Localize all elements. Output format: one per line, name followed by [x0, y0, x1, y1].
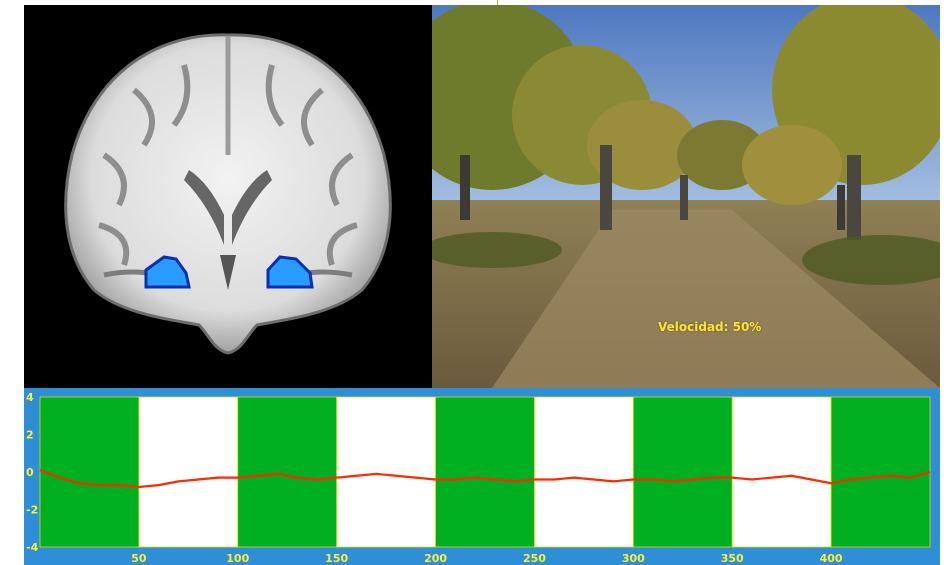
condition-block-active — [830, 396, 931, 548]
y-tick-label: 0 — [26, 466, 34, 479]
x-tick-label: 200 — [424, 552, 447, 565]
condition-block-rest — [534, 396, 634, 548]
activation-cluster-left — [144, 255, 191, 289]
activation-cluster-right — [266, 255, 314, 289]
y-tick-label: 2 — [26, 429, 34, 442]
x-tick-label: 300 — [622, 552, 645, 565]
condition-block-rest — [731, 396, 832, 548]
speed-label: Velocidad: 50% — [658, 320, 762, 334]
signal-timecourse-chart: 50 100 150 200 250 300 350 400 4 2 0 -2 -4 — [24, 388, 940, 565]
x-tick-label: 350 — [721, 552, 744, 565]
forest-scene-render — [432, 5, 940, 388]
condition-block-active — [632, 396, 733, 548]
signal-line — [39, 469, 931, 489]
timecourse-plot: 50 100 150 200 250 300 350 400 4 2 0 -2 -4 — [26, 391, 931, 565]
y-tick-label: -2 — [26, 504, 38, 517]
y-tick-label: 4 — [26, 391, 34, 404]
condition-block-active — [435, 396, 535, 548]
x-tick-label: 50 — [131, 552, 147, 565]
x-tick-label: 250 — [523, 552, 546, 565]
brain-mri-view — [24, 5, 432, 388]
brain-coronal-slice — [64, 33, 392, 355]
condition-block-rest — [336, 396, 436, 548]
condition-block-active — [237, 396, 338, 548]
x-tick-label: 150 — [325, 552, 348, 565]
x-tick-label: 400 — [820, 552, 843, 565]
vr-forest-scene: Velocidad: 50% — [432, 5, 940, 388]
condition-block-rest — [138, 396, 239, 548]
y-tick-label: -4 — [26, 541, 39, 554]
condition-block-active — [39, 396, 140, 548]
x-tick-label: 100 — [226, 552, 249, 565]
